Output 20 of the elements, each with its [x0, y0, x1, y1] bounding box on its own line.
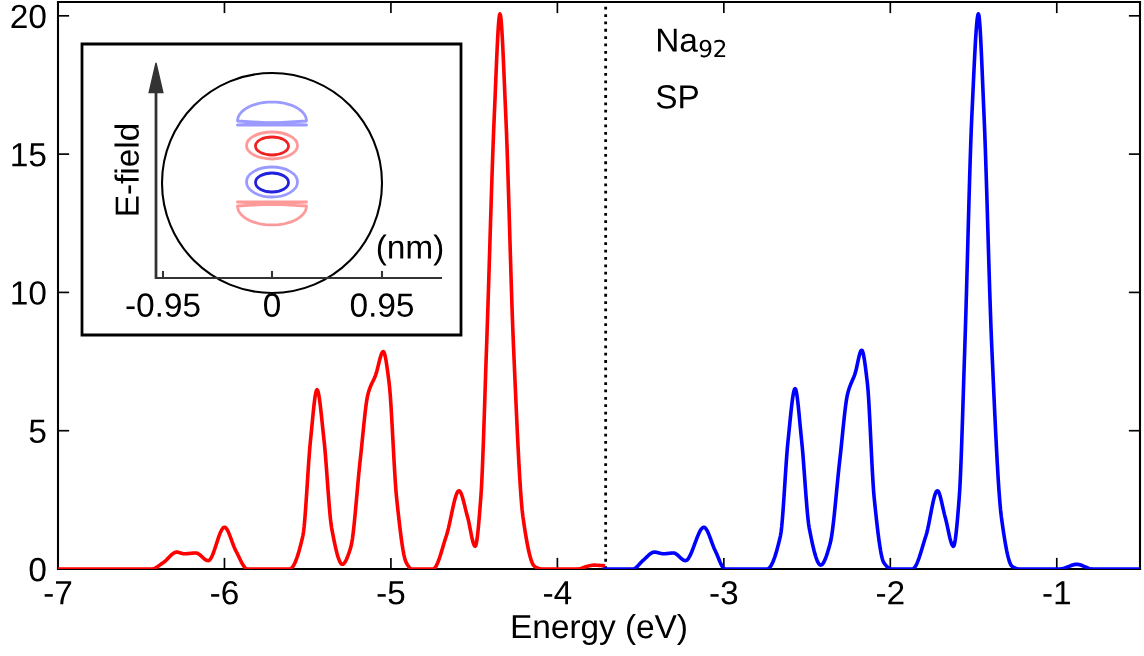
x-tick-label: -3: [710, 580, 738, 605]
annotation: 0: [264, 293, 280, 317]
x-tick-label: -1: [1043, 581, 1070, 605]
y-tick-label: 20: [11, 4, 46, 29]
text: (nm): [377, 234, 443, 266]
y-tick-label: 5: [29, 419, 46, 444]
annotation: 0.95: [350, 293, 414, 317]
y-tick-label: 10: [12, 281, 46, 305]
x-tick-label: -6: [211, 580, 238, 605]
x-tick-label: -4: [544, 581, 572, 605]
y-tick-label: 0: [29, 557, 46, 582]
annotation: Na$_{92}$: [658, 28, 726, 58]
text: E-field: [114, 124, 139, 215]
annotation: -0.95: [126, 293, 200, 317]
x-tick-label: -2: [876, 580, 904, 605]
x-tick-label: -7: [44, 581, 72, 605]
x-axis-title: Energy (eV): [512, 613, 686, 646]
x-tick-label: -5: [377, 581, 405, 605]
y-tick-label: 15: [12, 143, 46, 167]
annotation: SP: [656, 85, 698, 109]
